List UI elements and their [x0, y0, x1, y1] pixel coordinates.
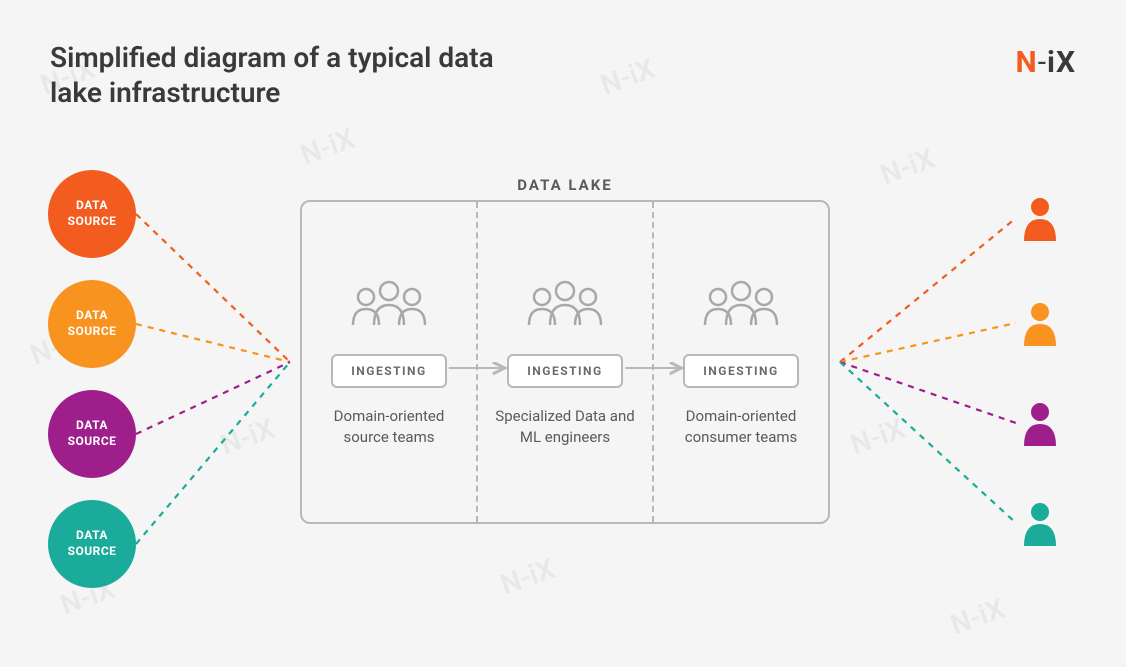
data-source-label: DATASOURCE [68, 308, 117, 339]
data-source-circle: DATASOURCE [48, 280, 136, 368]
watermark: N-iX [496, 552, 559, 602]
consumer-person-icon [1020, 300, 1060, 350]
diagram-title: Simplified diagram of a typical data lak… [50, 40, 550, 110]
watermark: N-iX [846, 412, 909, 462]
people-group-icon [344, 277, 434, 336]
logo-n: N [1016, 45, 1038, 80]
watermark: N-iX [296, 122, 359, 172]
data-source-label: DATASOURCE [68, 528, 117, 559]
column-caption: Specialized Data and ML engineers [488, 406, 642, 447]
data-lake-box: INGESTING Domain-oriented source teams I… [300, 200, 830, 524]
consumer-person-icon [1020, 195, 1060, 245]
logo-dash: - [1038, 45, 1047, 80]
consumer-person-icon [1020, 500, 1060, 550]
data-source-label: DATASOURCE [68, 418, 117, 449]
data-source-circle: DATASOURCE [48, 390, 136, 478]
people-group-icon [520, 277, 610, 336]
column-caption: Domain-oriented consumer teams [664, 406, 818, 447]
lake-column: INGESTING Specialized Data and ML engine… [476, 202, 652, 522]
lake-column: INGESTING Domain-oriented source teams [302, 202, 476, 522]
watermark: N-iX [596, 52, 659, 102]
ingesting-pill: INGESTING [683, 354, 798, 388]
lake-column: INGESTING Domain-oriented consumer teams [652, 202, 828, 522]
watermark: N-iX [946, 592, 1009, 642]
data-source-circle: DATASOURCE [48, 500, 136, 588]
data-source-circle: DATASOURCE [48, 170, 136, 258]
diagram-canvas: N-iX N-iX N-iX N-iX N-iX N-iX N-iX N-iX … [0, 0, 1126, 667]
consumer-person-icon [1020, 400, 1060, 450]
brand-logo: N-iX [1016, 45, 1076, 80]
watermark: N-iX [876, 142, 939, 192]
watermark: N-iX [216, 412, 279, 462]
people-group-icon [696, 277, 786, 336]
data-source-label: DATASOURCE [68, 198, 117, 229]
ingesting-pill: INGESTING [331, 354, 446, 388]
logo-ix: iX [1047, 45, 1076, 80]
data-lake-label: DATA LAKE [300, 176, 830, 194]
column-caption: Domain-oriented source teams [312, 406, 466, 447]
ingesting-pill: INGESTING [507, 354, 622, 388]
